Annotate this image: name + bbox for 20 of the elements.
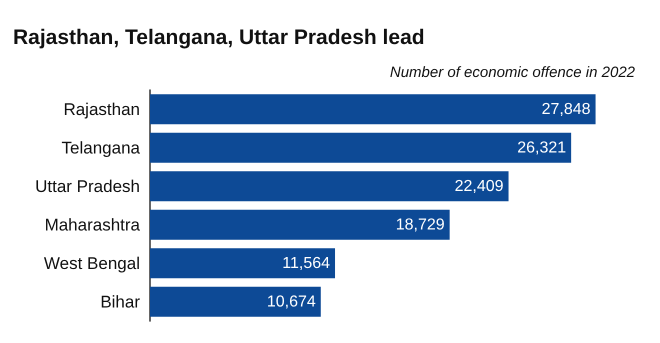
data-label: 10,674 (266, 293, 316, 310)
data-label: 22,409 (454, 178, 504, 195)
data-label: 27,848 (542, 100, 591, 118)
bar (150, 248, 336, 278)
y-tick-label: Bihar (100, 292, 140, 312)
data-label: 26,321 (517, 139, 566, 156)
data-label: 18,729 (396, 216, 445, 234)
y-tick-label: West Bengal (44, 254, 140, 273)
data-label: 11,564 (282, 254, 330, 272)
bar (150, 94, 596, 124)
y-tick-label: Telangana (62, 138, 141, 158)
y-tick-label: Rajasthan (63, 100, 140, 119)
bar (150, 132, 572, 163)
y-tick-label: Maharashtra (44, 215, 141, 234)
y-tick-label: Uttar Pradesh (35, 176, 140, 196)
bar (150, 286, 321, 317)
bar (150, 171, 509, 202)
chart-subtitle: Number of economic offence in 2022 (390, 64, 636, 81)
chart-title: Rajasthan, Telangana, Uttar Pradesh lead (13, 26, 425, 49)
bar (150, 210, 450, 240)
